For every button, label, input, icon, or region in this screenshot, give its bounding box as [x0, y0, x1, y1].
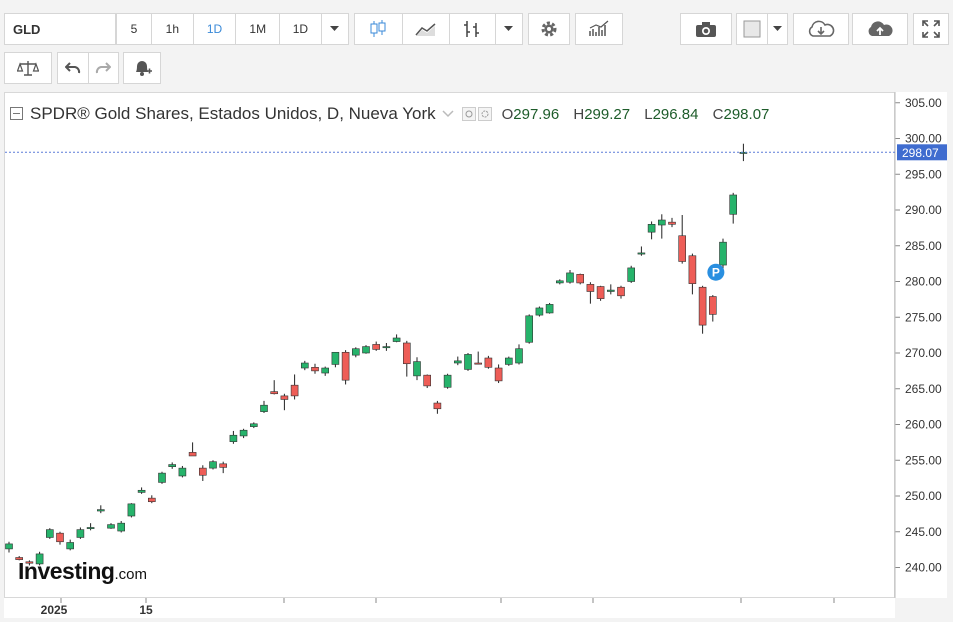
- upload-cloud-button[interactable]: [852, 13, 908, 45]
- indicators-button[interactable]: [575, 13, 623, 45]
- investing-logo: Investing.com: [18, 558, 147, 585]
- candlestick-button[interactable]: [355, 14, 403, 44]
- close-label: C: [712, 105, 724, 123]
- gear-icon: [541, 21, 557, 37]
- screenshot-button[interactable]: [680, 13, 732, 45]
- settings-small-icon[interactable]: [477, 107, 492, 121]
- visibility-icon[interactable]: [461, 107, 476, 121]
- logo-brand: Investing: [18, 558, 115, 584]
- time-axis[interactable]: [4, 598, 895, 618]
- interval-5[interactable]: 5: [117, 14, 152, 44]
- settings-button[interactable]: [528, 13, 570, 45]
- chart-legend: SPDR® Gold Shares, Estados Unidos, D, Nu…: [10, 104, 779, 124]
- cloud-download-icon: [808, 20, 835, 37]
- fullscreen-icon: [922, 20, 940, 38]
- indicators-icon: [589, 20, 609, 36]
- bar-chart-button[interactable]: [450, 14, 496, 44]
- square-icon: [743, 20, 761, 38]
- candlestick-icon: [370, 20, 386, 37]
- chevron-down-icon: [504, 26, 514, 31]
- color-square-button[interactable]: [737, 14, 769, 44]
- fullscreen-button[interactable]: [913, 13, 949, 45]
- high-label: H: [573, 105, 585, 123]
- line-chart-button[interactable]: [403, 14, 451, 44]
- interval-1h[interactable]: 1h: [152, 14, 194, 44]
- redo-icon: [96, 62, 112, 74]
- camera-icon: [696, 21, 716, 37]
- line-chart-icon: [415, 23, 436, 36]
- low-label: L: [644, 105, 653, 123]
- open-label: O: [501, 105, 514, 123]
- open-value: 297.96: [513, 105, 560, 123]
- price-axis[interactable]: [895, 92, 947, 598]
- undo-button[interactable]: [58, 53, 89, 83]
- chevron-down-icon[interactable]: [442, 110, 454, 118]
- instrument-title: SPDR® Gold Shares, Estados Unidos, D, Nu…: [30, 104, 436, 123]
- compare-icon: [17, 61, 39, 76]
- undo-icon: [64, 62, 80, 74]
- redo-button[interactable]: [89, 53, 119, 83]
- cloud-upload-icon: [868, 21, 893, 36]
- drawing-style-group: [736, 13, 788, 45]
- chart-type-group: [354, 13, 523, 45]
- chevron-down-icon: [773, 26, 783, 31]
- collapse-legend-icon[interactable]: [10, 107, 24, 121]
- interval-1d[interactable]: 1D: [280, 14, 322, 44]
- interval-1d-active[interactable]: 1D: [194, 14, 237, 44]
- style-dropdown[interactable]: [768, 14, 787, 44]
- chart-plot-area[interactable]: [4, 92, 895, 598]
- undo-redo-group: [57, 52, 119, 84]
- download-cloud-button[interactable]: [793, 13, 849, 45]
- low-value: 296.84: [652, 105, 699, 123]
- high-value: 299.27: [584, 105, 631, 123]
- compare-button[interactable]: [4, 52, 52, 84]
- ohlc-values: O297.96 H299.27 L296.84 C298.07: [502, 106, 780, 123]
- interval-group: 5 1h 1D 1M 1D: [116, 13, 349, 45]
- bar-chart-icon: [464, 21, 480, 37]
- alert-icon: [136, 61, 152, 76]
- interval-dropdown-button[interactable]: [322, 14, 348, 44]
- logo-suffix: .com: [114, 566, 147, 583]
- alert-button[interactable]: [123, 52, 161, 84]
- symbol-input[interactable]: GLD: [4, 13, 116, 45]
- interval-1m[interactable]: 1M: [236, 14, 281, 44]
- chevron-down-icon: [330, 26, 340, 31]
- close-value: 298.07: [723, 105, 770, 123]
- chart-type-dropdown[interactable]: [496, 14, 522, 44]
